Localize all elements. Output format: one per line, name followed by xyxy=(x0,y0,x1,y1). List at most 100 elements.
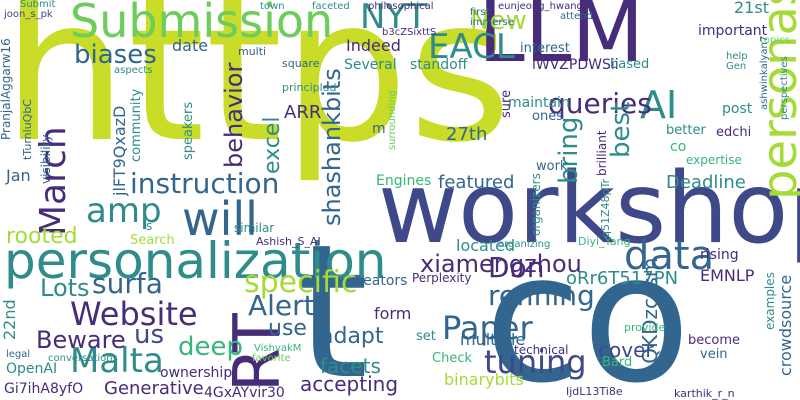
word-examples: examples xyxy=(763,272,777,330)
word-arr: ARR xyxy=(284,102,322,123)
word-favorite: favorite xyxy=(252,353,291,364)
word-search: Search xyxy=(130,233,175,248)
word-organizing: organizing xyxy=(498,239,551,250)
word-similar: similar xyxy=(234,221,275,235)
word-become: become xyxy=(688,333,741,348)
word-deadline: Deadline xyxy=(666,172,746,193)
word-community: community xyxy=(129,88,144,162)
word-maintain: maintain xyxy=(508,95,570,111)
word-21st: 21st xyxy=(734,0,769,17)
word-specific: specific xyxy=(244,265,358,300)
word-located: located xyxy=(456,236,516,255)
word-edchi: edchi xyxy=(716,125,752,140)
word-perspectives: perspectives xyxy=(779,56,790,120)
word-amp: amp xyxy=(86,191,162,231)
word-eacl: EACL xyxy=(428,27,515,67)
word-provide: provide xyxy=(624,321,666,334)
word-multi: multi xyxy=(238,45,267,58)
word-tuning: tuning xyxy=(484,343,587,381)
word-based: based xyxy=(610,57,650,72)
word-workshop: workshop xyxy=(378,152,800,266)
word-personalization: personalization xyxy=(4,232,387,290)
word-adapt: adapt xyxy=(320,324,384,349)
word-diyi-yang: Diyi_Yang xyxy=(578,235,631,248)
word-xiamengzhou: xiamengzhou xyxy=(420,250,582,278)
word-help: help xyxy=(726,51,748,62)
word-openai: OpenAI xyxy=(6,361,58,377)
word-gi7iha8yfo: Gi7ihA8yfO xyxy=(4,381,84,397)
word-instruction: instruction xyxy=(130,167,280,200)
word-malta: Malta xyxy=(70,341,164,381)
word-pranjalaggarw16: PranjalAggarw16 xyxy=(0,38,13,140)
word-alert: Alert xyxy=(248,289,315,322)
word-aspects: aspects xyxy=(114,65,153,76)
word-co-large: co xyxy=(484,215,691,400)
word-legal: legal xyxy=(6,349,31,360)
word-emnlp: EMNLP xyxy=(700,266,755,285)
word-ones: ones xyxy=(532,109,563,124)
word-q51z48ptr: q51Z48pTr xyxy=(599,178,612,238)
word-biases: biases xyxy=(74,40,157,70)
word-use: use xyxy=(268,316,307,341)
word-creators: creators xyxy=(350,273,408,289)
word-expertise: expertise xyxy=(686,153,742,167)
word-principled: principled xyxy=(282,81,337,94)
word-facets: facets xyxy=(320,354,381,378)
word-immerse: immerse xyxy=(470,17,514,28)
word-don: Don xyxy=(488,251,545,284)
word-lwvzpdwsii: lWVZPDWSii xyxy=(532,57,619,73)
word-will: will xyxy=(182,192,258,246)
word-4gxayvir30: 4GxAYvir30 xyxy=(204,385,285,400)
word-excel: excel xyxy=(260,116,285,174)
word-new: New xyxy=(470,6,527,36)
word-conversations: conversations xyxy=(48,353,118,364)
word-technical: technical xyxy=(514,343,569,357)
word-s: s xyxy=(146,219,153,233)
word-rising: rising xyxy=(700,247,739,263)
word-square: square xyxy=(282,57,320,70)
word-submit: Submit xyxy=(20,0,56,10)
word-philosophical: philosophical xyxy=(368,1,434,12)
word-date: date xyxy=(172,36,209,55)
word-cover: cover xyxy=(598,338,654,362)
word-speakers: speakers xyxy=(181,101,196,160)
word-gen: Gen xyxy=(726,61,747,72)
word-submission: Submission xyxy=(70,0,334,48)
word-perplexity: Perplexity xyxy=(412,271,472,285)
word-joon-s-pk: joon_s_pk xyxy=(4,9,53,20)
word-first: first xyxy=(470,7,490,18)
word-town: town xyxy=(260,1,285,12)
word-27th: 27th xyxy=(446,124,488,145)
word-surfa: surfa xyxy=(92,267,163,300)
word-multiple: multiple xyxy=(460,330,526,349)
word-22nd: 22nd xyxy=(0,299,19,340)
word-website: Website xyxy=(70,295,198,333)
word-check: Check xyxy=(432,351,472,366)
word-llm: LLM xyxy=(478,0,645,81)
word-b3czsixtts: b3cZSixttS xyxy=(382,27,437,38)
word-vishvakm: VishvakM xyxy=(254,343,302,354)
word-best: best xyxy=(606,101,636,158)
word-surrounding: surrounding xyxy=(387,90,398,150)
word-eunjeong-hwang: eunjeong_hwang xyxy=(498,1,583,12)
word-organizers: organizers xyxy=(529,173,543,236)
word-ai: AI xyxy=(640,83,678,127)
word-nyt: NYT xyxy=(360,0,427,37)
word-co-small: co xyxy=(670,139,687,155)
word-work: work xyxy=(536,159,568,174)
word-binarybits: binarybits xyxy=(444,370,524,389)
word-post: post xyxy=(722,101,753,117)
word-paper: Paper xyxy=(442,309,533,347)
word-vein: vein xyxy=(700,347,728,362)
word-set: set xyxy=(416,329,436,344)
word-crowdsource: crowdsource xyxy=(776,274,795,376)
word-orr6t517pn: oRr6T517PN xyxy=(566,268,679,289)
word-interest: interest xyxy=(520,41,570,56)
word-ashish-s-ai: Ashish_S_AI xyxy=(256,235,321,248)
word-jan: Jan xyxy=(6,166,31,185)
word-brilliant: brilliant xyxy=(595,130,609,176)
word-sure: sure xyxy=(499,89,514,118)
word-beware: Beware xyxy=(36,326,126,354)
word-lots: Lots xyxy=(40,274,90,302)
